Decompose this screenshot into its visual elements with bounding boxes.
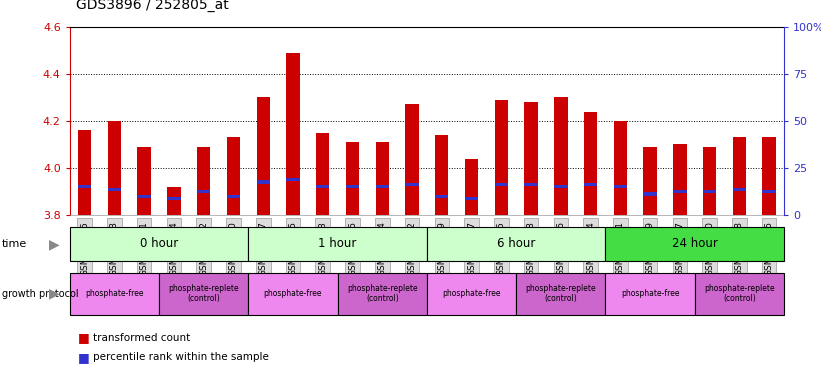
Bar [613, 185, 627, 189]
Text: percentile rank within the sample: percentile rank within the sample [93, 352, 268, 362]
Bar [584, 111, 598, 215]
Bar [227, 195, 241, 198]
Bar [494, 100, 508, 215]
Bar [137, 195, 151, 198]
Bar [346, 142, 360, 215]
Text: time: time [2, 239, 27, 249]
Bar [167, 197, 181, 200]
Text: phosphate-replete
(control): phosphate-replete (control) [525, 284, 596, 303]
Bar [316, 133, 329, 215]
Bar [287, 53, 300, 215]
Text: 0 hour: 0 hour [140, 237, 178, 250]
Bar [375, 142, 389, 215]
Bar [435, 195, 448, 198]
Bar [108, 187, 122, 191]
Bar [256, 180, 270, 184]
Bar [695, 273, 784, 315]
Bar [554, 98, 567, 215]
Text: GDS3896 / 252805_at: GDS3896 / 252805_at [76, 0, 228, 12]
Bar [644, 147, 657, 215]
Bar [108, 121, 122, 215]
Text: phosphate-replete
(control): phosphate-replete (control) [704, 284, 775, 303]
Bar [606, 227, 784, 261]
Bar [375, 185, 389, 189]
Bar [613, 121, 627, 215]
Bar [732, 137, 746, 215]
Bar [525, 102, 538, 215]
Bar [763, 190, 776, 193]
Text: ▶: ▶ [49, 237, 60, 251]
Text: phosphate-free: phosphate-free [85, 289, 144, 298]
Bar [346, 185, 360, 189]
Bar [227, 137, 241, 215]
Bar [427, 273, 516, 315]
Text: 1 hour: 1 hour [319, 237, 357, 250]
Bar [516, 273, 606, 315]
Text: growth protocol: growth protocol [2, 289, 78, 299]
Bar [159, 273, 248, 315]
Bar [606, 273, 695, 315]
Bar [78, 130, 91, 215]
Bar [703, 147, 717, 215]
Bar [406, 104, 419, 215]
Text: ■: ■ [78, 351, 89, 364]
Bar [525, 183, 538, 186]
Bar [78, 185, 91, 189]
Bar [435, 135, 448, 215]
Bar [337, 273, 427, 315]
Bar [465, 197, 479, 200]
Text: 6 hour: 6 hour [497, 237, 535, 250]
Text: phosphate-replete
(control): phosphate-replete (control) [347, 284, 418, 303]
Bar [584, 183, 598, 186]
Bar [494, 183, 508, 186]
Text: phosphate-free: phosphate-free [621, 289, 680, 298]
Bar [70, 227, 248, 261]
Bar [644, 192, 657, 195]
Text: 24 hour: 24 hour [672, 237, 718, 250]
Bar [703, 190, 717, 193]
Text: ■: ■ [78, 331, 89, 344]
Bar [256, 98, 270, 215]
Bar [406, 183, 419, 186]
Bar [673, 190, 686, 193]
Bar [673, 144, 686, 215]
Text: ▶: ▶ [49, 287, 60, 301]
Bar [316, 185, 329, 189]
Bar [732, 187, 746, 191]
Bar [70, 273, 159, 315]
Bar [554, 185, 567, 189]
Bar [287, 178, 300, 181]
Bar [137, 147, 151, 215]
Text: phosphate-free: phosphate-free [264, 289, 323, 298]
Bar [197, 147, 210, 215]
Bar [465, 159, 479, 215]
Bar [248, 273, 337, 315]
Text: transformed count: transformed count [93, 333, 190, 343]
Text: phosphate-free: phosphate-free [443, 289, 501, 298]
Bar [197, 190, 210, 193]
Text: phosphate-replete
(control): phosphate-replete (control) [168, 284, 239, 303]
Bar [427, 227, 606, 261]
Bar [248, 227, 427, 261]
Bar [167, 187, 181, 215]
Bar [763, 137, 776, 215]
